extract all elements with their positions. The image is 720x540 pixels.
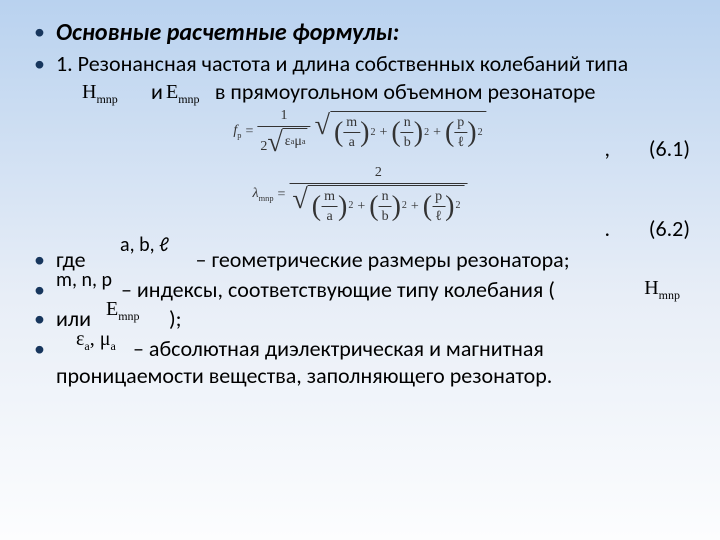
H-mode-symbol-2: Hmnp bbox=[644, 276, 680, 303]
paragraph-1: 1. Резонансная частота и длина собственн… bbox=[30, 50, 690, 105]
H-mode-symbol: Hmnp bbox=[82, 80, 118, 107]
permittivity-text: – абсолютная диэлектрическая и магнитная… bbox=[56, 335, 552, 390]
formula-6-2-punct: . bbox=[604, 215, 610, 243]
eqnum-6-2: (6.2) bbox=[649, 215, 690, 243]
p1-mid: и bbox=[151, 78, 163, 105]
slide-body: Основные расчетные формулы: 1. Резонансн… bbox=[30, 18, 690, 390]
formula-row-2: λmnp = 2 √ (ma)2+(nb)2+(pℓ)2 . (6.2) bbox=[30, 164, 690, 242]
E-mode-symbol: Emnp bbox=[166, 80, 200, 107]
title-bullet: Основные расчетные формулы: bbox=[30, 18, 690, 48]
or-post: ); bbox=[169, 305, 182, 332]
formula-row-1: fp = 1 2√ εaμa √ (ma)2+(nb)2+(pℓ)2 bbox=[30, 107, 690, 162]
slide-title: Основные расчетные формулы: bbox=[56, 18, 399, 47]
p1-pre: 1. Резонансная частота и длина собственн… bbox=[56, 50, 628, 77]
E-mode-symbol-2: Emnp bbox=[106, 297, 140, 324]
formula-6-1: fp = 1 2√ εaμa √ (ma)2+(nb)2+(pℓ)2 bbox=[233, 107, 486, 156]
permittivity-line: – абсолютная диэлектрическая и магнитная… bbox=[30, 335, 690, 390]
where-line: где – геометрические размеры резонатора;… bbox=[30, 246, 690, 274]
or-line: или ); Emnp εa, μa bbox=[30, 305, 690, 333]
eqnum-6-1: (6.1) bbox=[649, 135, 690, 163]
p1-post: в прямоугольном объемном резонаторе bbox=[215, 78, 596, 105]
where-tail: – геометрические размеры резонатора; bbox=[196, 246, 570, 273]
formula-6-2: λmnp = 2 √ (ma)2+(nb)2+(pℓ)2 bbox=[253, 164, 468, 226]
formula-6-1-punct: , bbox=[605, 135, 611, 163]
indexes-text: – индексы, соответствующие типу колебани… bbox=[121, 276, 555, 303]
